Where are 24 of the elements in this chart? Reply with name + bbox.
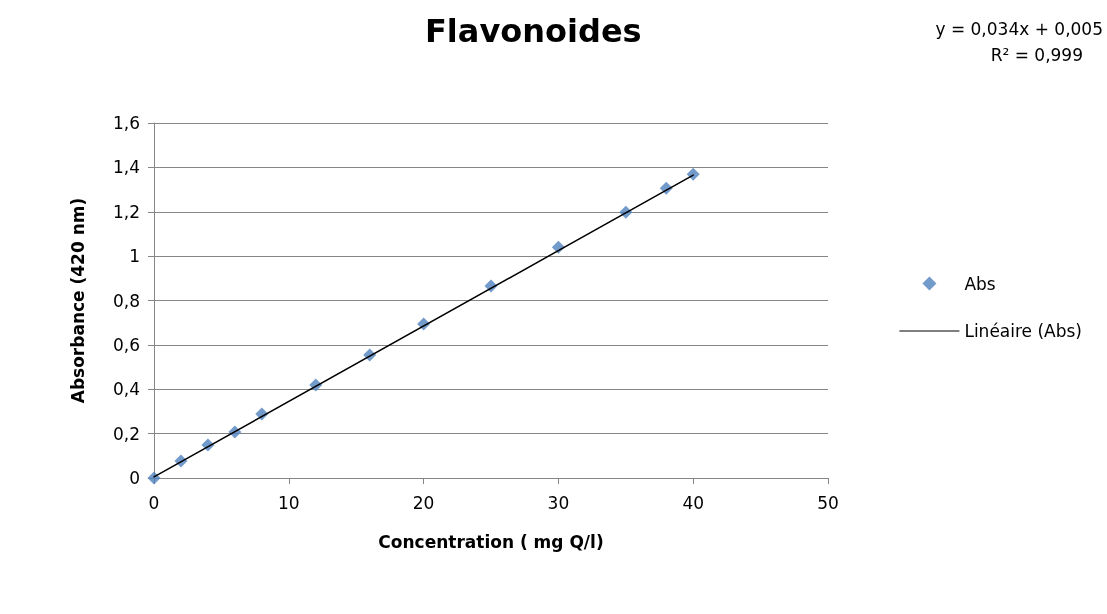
x-axis-title: Concentration ( mg Q/l) bbox=[378, 531, 604, 552]
y-axis-title: Absorbance (420 nm) bbox=[67, 197, 88, 404]
y-tick-label: 0,8 bbox=[112, 290, 140, 311]
chart-title: Flavonoides bbox=[425, 12, 642, 50]
x-tick-label: 30 bbox=[547, 492, 570, 513]
y-tick-label: 1,6 bbox=[112, 113, 140, 133]
text: y = 0,034x + 0,005 bbox=[935, 18, 1103, 39]
x-tick-label: 0 bbox=[148, 492, 160, 513]
y-tick-label: 1 bbox=[129, 246, 140, 267]
y-tick-label: 0,6 bbox=[112, 334, 140, 355]
y-tick-label: 0 bbox=[129, 468, 140, 488]
y-tick-label: 0,4 bbox=[112, 379, 140, 400]
point bbox=[686, 167, 700, 181]
y-tick-label: 1,4 bbox=[112, 157, 140, 178]
x-tick-label: 40 bbox=[682, 492, 705, 513]
x-tick-label: 10 bbox=[277, 492, 300, 513]
y-tick-label: 0,2 bbox=[112, 423, 140, 444]
point bbox=[147, 471, 161, 485]
x-tick-label: 50 bbox=[817, 492, 839, 513]
x-tick-label: 20 bbox=[412, 492, 435, 513]
legend-label: Abs bbox=[964, 273, 996, 294]
text: R² = 0,999 bbox=[990, 44, 1084, 65]
legend-label: Linéaire (Abs) bbox=[964, 320, 1082, 341]
y-tick-label: 1,2 bbox=[112, 201, 140, 222]
